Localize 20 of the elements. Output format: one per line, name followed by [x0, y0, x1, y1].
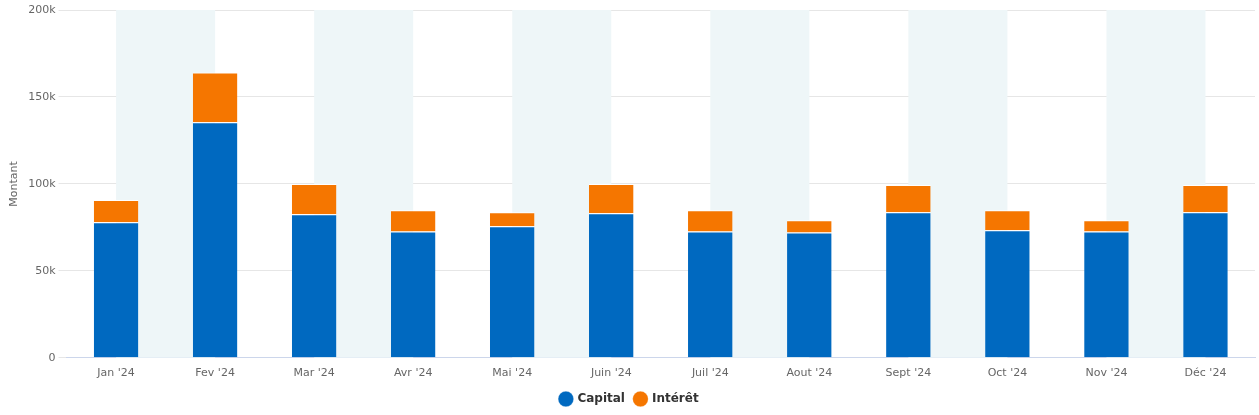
y-tick-label: 100k	[28, 176, 57, 190]
x-tick-label: Mai '24	[492, 366, 533, 380]
x-tick-label: Nov '24	[1085, 366, 1128, 380]
legend-label: Intérêt	[651, 391, 699, 406]
x-tick-label: Mar '24	[293, 366, 335, 380]
x-tick-label: Sept '24	[885, 366, 932, 380]
y-axis-title: Montant	[7, 160, 21, 207]
y-tick-label: 150k	[28, 89, 57, 103]
y-tick-label: 0	[48, 350, 56, 364]
x-tick-label: Avr '24	[393, 366, 433, 380]
x-tick-label: Déc '24	[1184, 366, 1227, 380]
x-tick-label: Oct '24	[987, 366, 1028, 380]
x-tick-label: Juil '24	[690, 366, 729, 380]
y-tick-label: 200k	[28, 2, 57, 16]
x-tick-label: Fev '24	[195, 366, 235, 380]
x-tick-label: Juin '24	[589, 366, 632, 380]
y-tick-label: 50k	[35, 263, 57, 277]
legend-label: Capital	[577, 391, 625, 406]
x-tick-label: Aout '24	[786, 366, 833, 380]
x-tick-label: Jan '24	[96, 366, 135, 380]
